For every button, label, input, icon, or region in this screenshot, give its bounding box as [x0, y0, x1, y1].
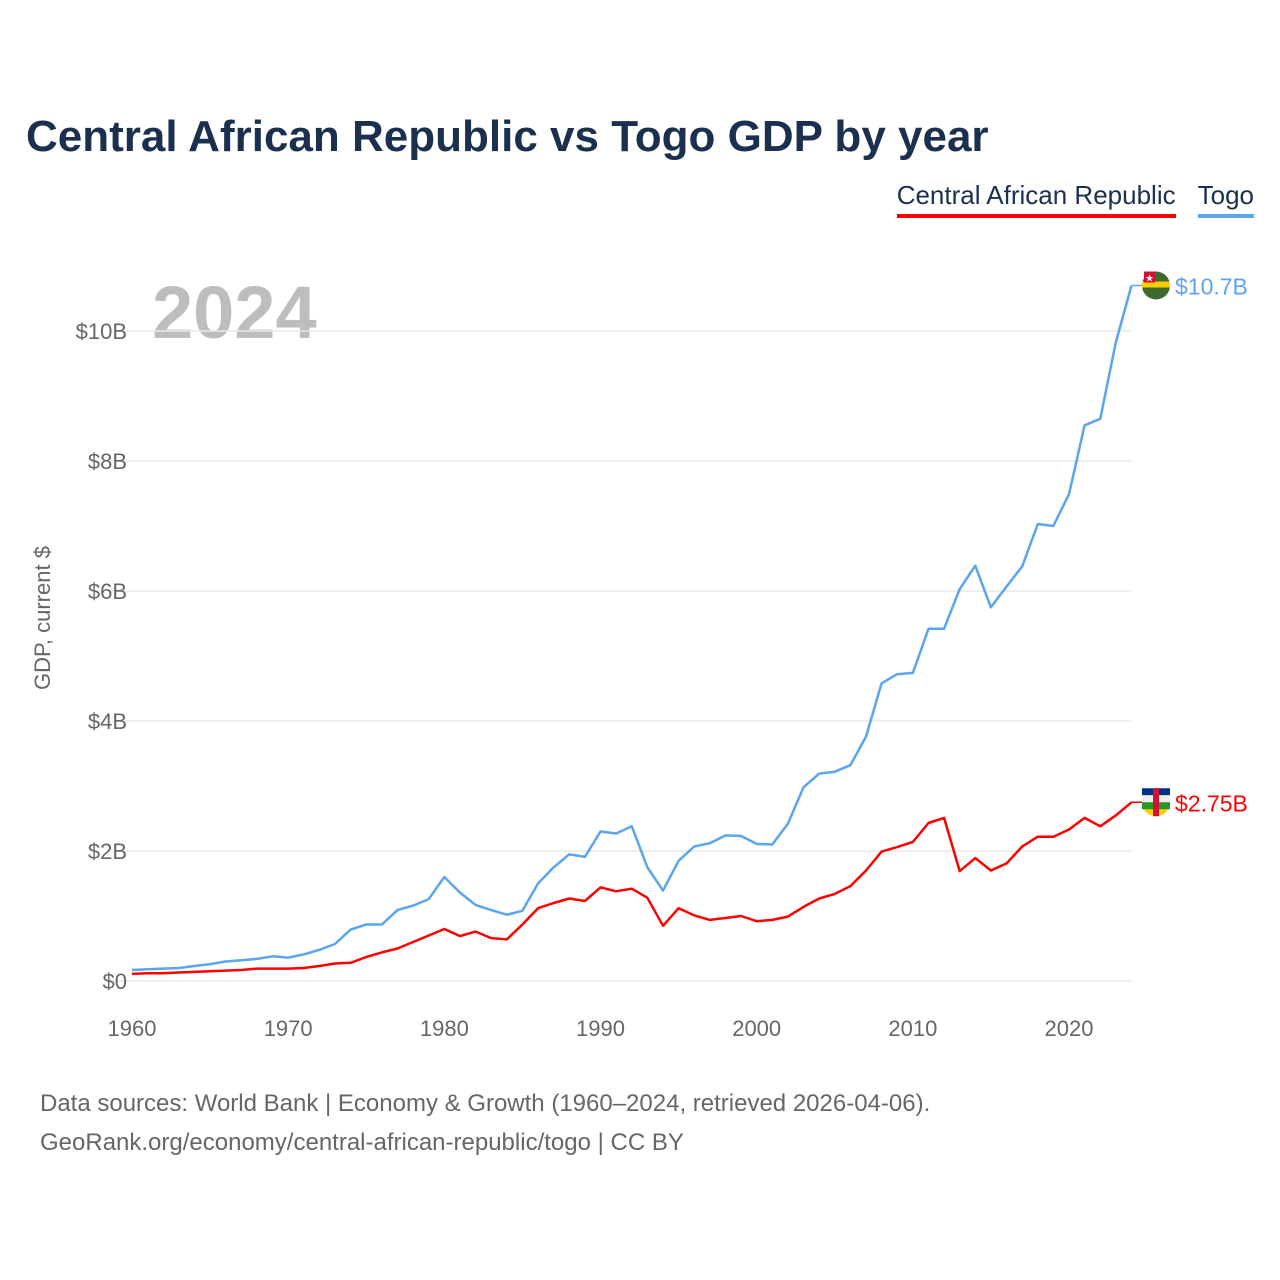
x-tick-label: 1970: [264, 1016, 313, 1041]
x-tick-label: 2010: [888, 1016, 937, 1041]
y-tick-label: $6B: [88, 579, 127, 604]
legend: Central African Republic Togo: [896, 180, 1254, 218]
flag-band: [1153, 788, 1159, 817]
source-link[interactable]: GeoRank.org/economy/central-african-repu…: [40, 1129, 684, 1156]
y-tick-label: $10B: [76, 319, 127, 344]
y-axis-label: GDP, current $: [30, 546, 55, 690]
legend-item-togo[interactable]: Togo: [1197, 180, 1254, 218]
year-watermark: 2024: [152, 271, 317, 354]
data-sources-text: Data sources: World Bank | Economy & Gro…: [40, 1090, 931, 1117]
y-tick-label: $0: [103, 969, 127, 994]
x-tick-label: 1990: [576, 1016, 625, 1041]
y-tick-label: $8B: [88, 449, 127, 474]
footer: Data sources: World Bank | Economy & Gro…: [40, 1084, 930, 1162]
end-value-label: $2.75B: [1175, 790, 1248, 816]
series-line-central-african-republic: [131, 801, 1133, 976]
flag-stripe: [1142, 281, 1170, 288]
x-tick-label: 1960: [108, 1016, 157, 1041]
flag-canton: [1144, 271, 1155, 283]
flag-star: ★: [1145, 274, 1154, 285]
end-value-label: $10.7B: [1175, 274, 1248, 300]
legend-item-central-african-republic[interactable]: Central African Republic: [896, 180, 1176, 218]
x-tick-label: 2020: [1045, 1016, 1094, 1041]
x-tick-label: 2000: [732, 1016, 781, 1041]
y-tick-label: $4B: [88, 709, 127, 734]
x-tick-label: 1980: [420, 1016, 469, 1041]
chart-title: Central African Republic vs Togo GDP by …: [26, 112, 989, 161]
y-tick-label: $2B: [88, 839, 127, 864]
series-line-togo: [131, 285, 1133, 972]
